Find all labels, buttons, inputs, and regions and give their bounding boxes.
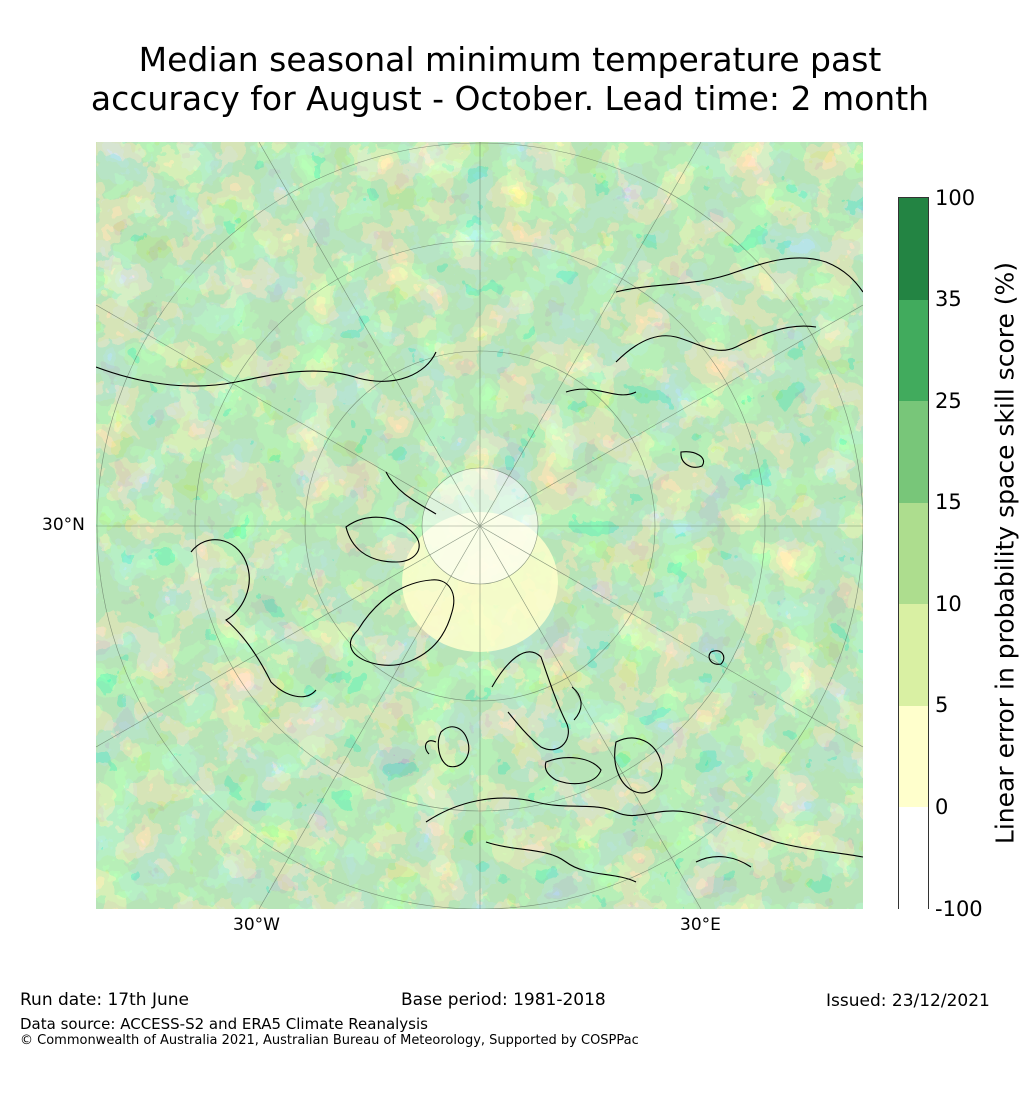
europe-coast: [425, 797, 863, 858]
colorbar-tick-15: 15: [935, 490, 962, 514]
colorbar-segment-10-15: [899, 503, 928, 604]
colorbar-tick-10: 10: [935, 592, 962, 616]
colorbar-segment-35-100: [899, 198, 928, 300]
colorbar-tick-25: 25: [935, 389, 962, 413]
colorbar-segment-minus100-0: [899, 807, 928, 910]
chart-title: Median seasonal minimum temperature past…: [0, 40, 1020, 118]
skill-score-map: [96, 142, 863, 909]
colorbar-tick-100: 100: [935, 186, 976, 210]
copyright: © Commonwealth of Australia 2021, Austra…: [20, 1033, 639, 1048]
graticule-meridians: [96, 142, 863, 909]
colorbar-tick-5: 5: [935, 693, 949, 717]
title-line-2: accuracy for August - October. Lead time…: [90, 79, 930, 118]
uk-coast: [424, 726, 470, 768]
lon-label-30w: 30°W: [233, 915, 280, 935]
colorbar: [898, 197, 929, 910]
caspian-coast: [614, 737, 663, 794]
canada-coast: [96, 351, 437, 563]
data-source: Data source: ACCESS-S2 and ERA5 Climate …: [20, 1015, 428, 1033]
lake-outlines: [680, 451, 725, 665]
lon-label-30e: 30°E: [680, 915, 721, 935]
greenland-coast: [349, 579, 455, 666]
base-period: Base period: 1981-2018: [401, 990, 606, 1010]
colorbar-tick-35: 35: [935, 287, 962, 311]
coastlines: [96, 257, 863, 883]
title-line-1: Median seasonal minimum temperature past: [138, 40, 882, 79]
black-sea-coast: [544, 757, 602, 785]
run-date: Run date: 17th June: [20, 990, 189, 1010]
polar-stereographic-map: [96, 142, 863, 909]
colorbar-tick-minus100: -100: [935, 897, 983, 921]
med-coast: [485, 841, 752, 883]
hudson-coast: [190, 539, 317, 698]
scandinavia-coast: [491, 651, 582, 750]
siberia-coast: [565, 257, 863, 396]
colorbar-label-text: Linear error in probability space skill …: [990, 261, 1020, 845]
colorbar-segment-0-5: [899, 706, 928, 807]
colorbar-segment-5-10: [899, 604, 928, 706]
issued-date: Issued: 23/12/2021: [826, 991, 990, 1011]
lat-label-30n: 30°N: [42, 515, 85, 535]
colorbar-segment-15-25: [899, 401, 928, 503]
colorbar-tick-0: 0: [935, 795, 949, 819]
colorbar-segment-25-35: [899, 300, 928, 401]
